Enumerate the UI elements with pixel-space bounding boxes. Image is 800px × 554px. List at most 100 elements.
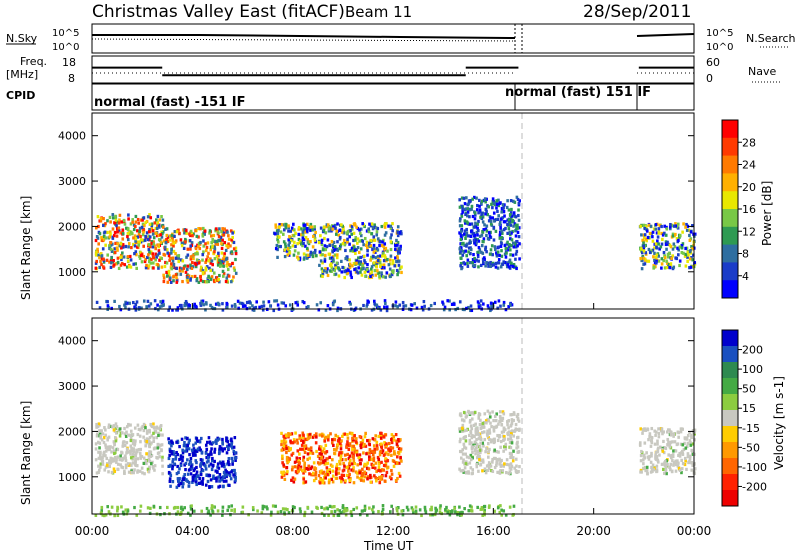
- power-cell: [501, 262, 505, 266]
- velocity-cell: [346, 440, 349, 444]
- velocity-cell: [199, 470, 203, 475]
- power-cell: [488, 234, 492, 238]
- velocity-cell: [281, 456, 284, 461]
- power-cell: [667, 263, 671, 267]
- power-cell: [671, 234, 675, 238]
- power-cell: [480, 211, 484, 216]
- power-cell: [659, 245, 663, 249]
- velocity-cell: [327, 513, 330, 517]
- power-cell: [221, 227, 224, 231]
- power-cell: [508, 248, 512, 252]
- velocity-cell: [376, 455, 380, 460]
- power-cell: [368, 272, 372, 276]
- velocity-colorbar-label: Velocity [m s-1]: [772, 376, 786, 470]
- velocity-cell: [388, 475, 392, 479]
- velocity-cell: [498, 410, 502, 414]
- velocity-cell: [99, 434, 103, 438]
- power-cell: [498, 236, 502, 240]
- velocity-cell: [311, 451, 315, 455]
- velocity-cell: [230, 444, 233, 448]
- velocity-cell: [179, 481, 183, 486]
- power-cell: [489, 301, 493, 305]
- power-cell: [321, 253, 324, 257]
- power-cell: [685, 228, 689, 232]
- velocity-cell: [227, 505, 231, 509]
- velocity-cell: [111, 457, 114, 461]
- power-cell: [500, 231, 504, 235]
- power-cell: [99, 259, 102, 264]
- power-cell: [145, 219, 149, 224]
- velocity-cell: [306, 437, 309, 441]
- power-cell: [391, 270, 395, 275]
- velocity-cell: [195, 482, 198, 487]
- velocity-cell: [176, 477, 180, 481]
- power-cell: [230, 238, 233, 242]
- power-cell: [233, 302, 237, 307]
- velocity-cell: [334, 433, 338, 437]
- velocity-cell: [215, 476, 219, 480]
- velocity-cell: [361, 443, 365, 447]
- velocity-cell: [100, 459, 104, 463]
- power-cell: [477, 250, 480, 254]
- power-cell: [376, 226, 380, 231]
- velocity-cell: [506, 420, 509, 424]
- power-cell: [195, 277, 199, 281]
- power-cell: [333, 272, 336, 277]
- power-cell: [165, 248, 169, 252]
- power-cell: [121, 251, 124, 255]
- velocity-cell: [474, 427, 478, 431]
- power-cell: [483, 257, 486, 262]
- power-cell: [396, 251, 400, 255]
- velocity-cell: [355, 437, 358, 441]
- velocity-cell: [377, 434, 381, 439]
- power-cell: [470, 204, 474, 208]
- velocity-cell: [285, 447, 288, 451]
- velocity-cell: [218, 479, 222, 483]
- power-cell: [276, 231, 280, 236]
- power-cell: [221, 261, 225, 265]
- velocity-cell: [312, 478, 316, 483]
- velocity-cell: [346, 443, 350, 447]
- power-cell: [325, 245, 329, 249]
- velocity-cell: [485, 421, 488, 425]
- power-cell: [387, 263, 391, 267]
- velocity-cell: [651, 463, 655, 467]
- velocity-cell: [169, 484, 172, 488]
- velocity-cell: [216, 509, 220, 513]
- velocity-cell: [199, 472, 203, 477]
- colorbar-swatch: [722, 155, 738, 174]
- velocity-cell: [388, 448, 392, 453]
- power-cell: [207, 259, 210, 263]
- velocity-cell: [303, 461, 307, 465]
- velocity-cell: [401, 509, 405, 513]
- velocity-cell: [282, 444, 286, 448]
- power-cell: [655, 253, 659, 257]
- velocity-cell: [690, 435, 693, 440]
- power-cell: [237, 306, 240, 310]
- velocity-cell: [506, 437, 510, 441]
- power-cell: [686, 255, 689, 259]
- power-cell: [353, 248, 357, 252]
- power-cell: [507, 260, 511, 264]
- velocity-cell: [494, 425, 498, 429]
- power-cell: [162, 279, 166, 284]
- power-cell: [340, 223, 343, 227]
- power-cell: [380, 243, 384, 248]
- velocity-cell: [363, 442, 366, 447]
- power-cell: [105, 258, 109, 262]
- power-cell: [458, 224, 462, 228]
- power-cell: [184, 270, 188, 274]
- velocity-cell: [356, 463, 359, 467]
- power-cell: [353, 267, 356, 272]
- power-cell: [282, 301, 286, 305]
- velocity-cell: [170, 439, 173, 443]
- velocity-cell: [372, 456, 376, 460]
- velocity-cell: [124, 459, 128, 463]
- velocity-cell: [351, 436, 354, 440]
- power-cell: [183, 231, 186, 235]
- velocity-cell: [688, 459, 691, 463]
- power-cell: [150, 257, 153, 262]
- velocity-cell: [110, 505, 114, 509]
- velocity-cell: [174, 457, 178, 461]
- velocity-cell: [392, 452, 396, 456]
